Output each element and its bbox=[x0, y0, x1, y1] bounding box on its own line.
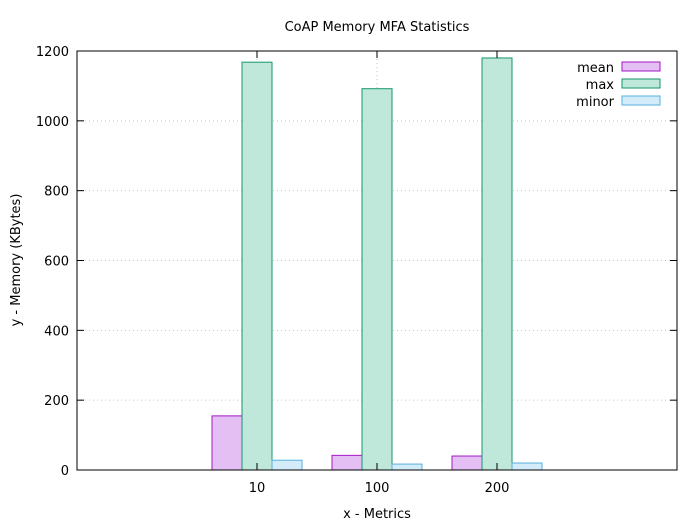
y-tick-label: 400 bbox=[44, 324, 69, 339]
y-tick-label: 200 bbox=[44, 394, 69, 409]
bar-minor-100 bbox=[391, 463, 423, 471]
legend-label-max: max bbox=[586, 78, 615, 93]
x-tick-label: 100 bbox=[365, 481, 390, 496]
y-tick-label: 800 bbox=[44, 185, 69, 200]
bar-minor-10 bbox=[271, 459, 303, 471]
x-axis-label: x - Metrics bbox=[343, 507, 411, 522]
legend-label-minor: minor bbox=[576, 95, 614, 110]
x-axis: 10 100 200 bbox=[249, 51, 510, 496]
legend-swatch-mean bbox=[621, 61, 661, 72]
bar-minor-200 bbox=[511, 462, 543, 471]
bar-max-10 bbox=[241, 61, 273, 471]
y-axis-label: y - Memory (KBytes) bbox=[9, 194, 24, 327]
bars bbox=[211, 57, 543, 471]
bar-max-200 bbox=[481, 57, 513, 471]
x-tick-label: 200 bbox=[485, 481, 510, 496]
y-tick-label: 1200 bbox=[36, 45, 69, 60]
bar-mean-100 bbox=[331, 454, 363, 471]
legend-label-mean: mean bbox=[577, 61, 614, 76]
chart-title: CoAP Memory MFA Statistics bbox=[285, 20, 470, 35]
bar-mean-10 bbox=[211, 415, 243, 471]
y-tick-label: 0 bbox=[61, 464, 69, 479]
y-axis: 0 200 400 600 800 1000 1200 bbox=[36, 45, 677, 479]
bar-mean-200 bbox=[451, 455, 483, 471]
legend-swatch-max bbox=[621, 78, 661, 89]
y-tick-label: 1000 bbox=[36, 115, 69, 130]
legend: mean max minor bbox=[576, 61, 661, 110]
bar-max-100 bbox=[361, 88, 393, 471]
legend-swatch-minor bbox=[621, 95, 661, 106]
x-tick-label: 10 bbox=[249, 481, 266, 496]
y-tick-label: 600 bbox=[44, 255, 69, 270]
